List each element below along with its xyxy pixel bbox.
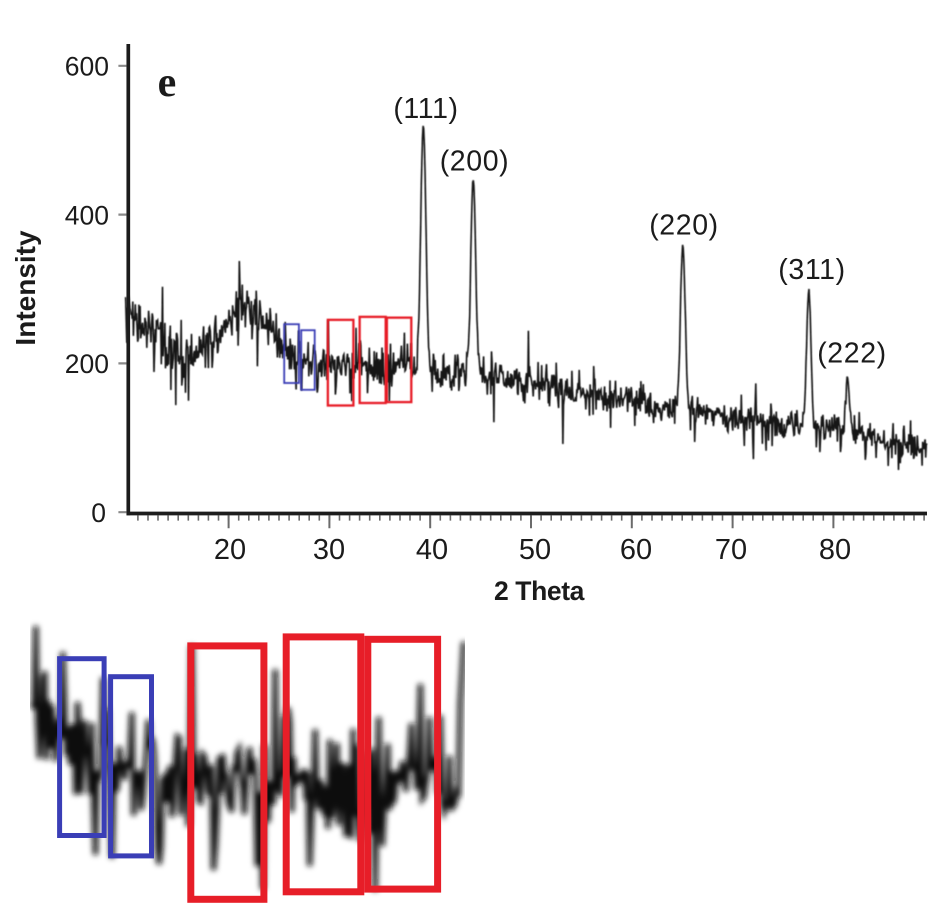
svg-text:70: 70: [715, 534, 747, 566]
svg-text:e: e: [158, 60, 177, 106]
svg-text:2 Theta: 2 Theta: [494, 576, 585, 606]
svg-text:40: 40: [416, 534, 448, 566]
svg-text:(111): (111): [393, 93, 458, 125]
svg-text:30: 30: [313, 534, 345, 566]
svg-text:Intensity: Intensity: [10, 230, 41, 346]
svg-text:(200): (200): [440, 146, 510, 178]
svg-text:200: 200: [65, 349, 109, 379]
svg-text:(220): (220): [649, 210, 719, 242]
svg-text:50: 50: [519, 534, 551, 566]
svg-text:60: 60: [620, 534, 652, 566]
svg-text:(222): (222): [817, 338, 887, 370]
svg-text:400: 400: [65, 200, 109, 230]
svg-text:(311): (311): [778, 254, 845, 286]
svg-text:80: 80: [819, 534, 851, 566]
svg-text:0: 0: [91, 498, 106, 528]
svg-text:600: 600: [65, 52, 109, 82]
svg-text:20: 20: [214, 534, 246, 566]
